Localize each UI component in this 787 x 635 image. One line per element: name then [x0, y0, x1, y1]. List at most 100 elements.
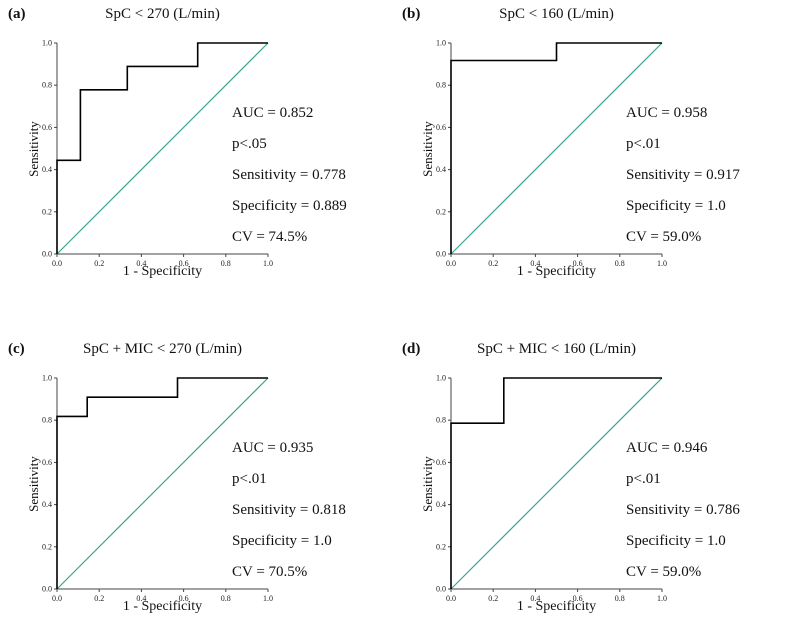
x-tick-label: 0.8 [615, 594, 625, 603]
x-tick-label: 0.0 [52, 259, 62, 268]
stat-sensitivity: Sensitivity = 0.917 [626, 167, 740, 183]
roc-panel-c: (c) SpC + MIC < 270 (L/min) Sensitivity … [0, 335, 393, 635]
stat-cv: CV = 70.5% [232, 564, 308, 580]
stat-pvalue: p<.01 [626, 136, 661, 152]
stat-cv: CV = 74.5% [232, 229, 308, 245]
stat-auc: AUC = 0.958 [626, 105, 708, 121]
y-tick-label: 0.6 [42, 123, 52, 132]
stat-sensitivity: Sensitivity = 0.786 [626, 502, 740, 518]
roc-plot: 0.0 0.2 0.4 0.6 0.8 1.0 0.0 0.2 0.4 0.6 0.8 1.0 [42, 39, 273, 269]
stat-auc: AUC = 0.935 [232, 440, 314, 456]
y-tick-label: 1.0 [42, 39, 52, 48]
stat-specificity: Specificity = 0.889 [232, 198, 347, 214]
x-tick-label: 0.2 [94, 259, 104, 268]
x-tick-label: 0.6 [573, 259, 583, 268]
x-tick-label: 1.0 [657, 259, 667, 268]
panel-title: SpC < 160 (L/min) [499, 6, 614, 22]
y-tick-label: 0.6 [436, 458, 446, 467]
roc-plot: 0.0 0.2 0.4 0.6 0.8 1.0 0.0 0.2 0.4 0.6 0.8 1.0 [436, 374, 667, 604]
x-tick-label: 0.2 [488, 594, 498, 603]
stat-pvalue: p<.01 [626, 471, 661, 487]
stat-auc: AUC = 0.852 [232, 105, 314, 121]
y-tick-label: 0.8 [42, 416, 52, 425]
y-tick-label: 0.2 [42, 542, 52, 551]
roc-curve [450, 377, 662, 589]
stat-sensitivity: Sensitivity = 0.778 [232, 167, 346, 183]
x-tick-label: 0.6 [179, 259, 189, 268]
panel-title: SpC + MIC < 160 (L/min) [476, 341, 636, 357]
stat-specificity: Specificity = 1.0 [232, 533, 332, 549]
roc-plot: 0.0 0.2 0.4 0.6 0.8 1.0 0.0 0.2 0.4 0.6 0.8 1.0 [42, 374, 273, 604]
reference-line [450, 42, 663, 255]
x-tick-label: 0.2 [94, 594, 104, 603]
panel-label: (a) [8, 6, 26, 22]
y-tick-label: 0.4 [42, 500, 52, 509]
x-axis-label: 1 - Specificity [122, 264, 203, 279]
y-tick-label: 0.8 [42, 81, 52, 90]
y-tick-label: 1.0 [436, 39, 446, 48]
panel-label: (c) [8, 341, 25, 357]
x-tick-label: 0.8 [221, 259, 231, 268]
panel-title: SpC + MIC < 270 (L/min) [82, 341, 242, 357]
roc-curve [56, 42, 268, 254]
x-tick-label: 0.4 [136, 259, 146, 268]
panel-title: SpC < 270 (L/min) [105, 6, 220, 22]
x-tick-label: 0.0 [446, 594, 456, 603]
stat-pvalue: p<.05 [232, 136, 267, 152]
y-tick-label: 0.4 [42, 165, 52, 174]
y-tick-label: 0.0 [436, 585, 446, 594]
stats-block: AUC = 0.946 p<.01 Sensitivity = 0.786 Sp… [626, 433, 740, 588]
y-tick-label: 0.2 [436, 207, 446, 216]
reference-line [450, 377, 663, 590]
x-tick-label: 0.6 [573, 594, 583, 603]
stat-sensitivity: Sensitivity = 0.818 [232, 502, 346, 518]
x-axis-label: 1 - Specificity [122, 599, 203, 614]
y-tick-label: 0.0 [42, 250, 52, 259]
x-tick-label: 0.0 [446, 259, 456, 268]
y-tick-label: 1.0 [436, 374, 446, 383]
stats-block: AUC = 0.935 p<.01 Sensitivity = 0.818 Sp… [232, 433, 346, 588]
y-tick-label: 0.0 [42, 585, 52, 594]
y-tick-label: 0.8 [436, 81, 446, 90]
x-tick-label: 0.0 [52, 594, 62, 603]
roc-panel-d: (d) SpC + MIC < 160 (L/min) Sensitivity … [394, 335, 787, 635]
y-tick-label: 0.2 [42, 207, 52, 216]
roc-panel-b: (b) SpC < 160 (L/min) Sensitivity 0.0 0.2… [394, 0, 787, 300]
stat-auc: AUC = 0.946 [626, 440, 708, 456]
stat-specificity: Specificity = 1.0 [626, 198, 726, 214]
stat-pvalue: p<.01 [232, 471, 267, 487]
x-tick-label: 0.6 [179, 594, 189, 603]
y-tick-label: 0.4 [436, 165, 446, 174]
reference-line [56, 42, 269, 255]
roc-curve [56, 377, 268, 589]
stat-cv: CV = 59.0% [626, 229, 702, 245]
x-tick-label: 1.0 [263, 594, 273, 603]
x-tick-label: 0.4 [136, 594, 146, 603]
roc-curve [450, 42, 662, 254]
roc-plot: 0.0 0.2 0.4 0.6 0.8 1.0 0.0 0.2 0.4 0.6 0.8 1.0 [436, 39, 667, 269]
y-tick-label: 0.2 [436, 542, 446, 551]
x-tick-label: 0.8 [221, 594, 231, 603]
panel-label: (b) [402, 6, 421, 22]
y-tick-label: 0.0 [436, 250, 446, 259]
panel-label: (d) [402, 341, 421, 357]
stat-cv: CV = 59.0% [626, 564, 702, 580]
x-tick-label: 1.0 [657, 594, 667, 603]
reference-line [56, 377, 269, 590]
roc-panel-a: (a) SpC < 270 (L/min) Sensitivity 0.0 0.2… [0, 0, 393, 300]
x-tick-label: 0.8 [615, 259, 625, 268]
stat-specificity: Specificity = 1.0 [626, 533, 726, 549]
x-tick-label: 1.0 [263, 259, 273, 268]
y-tick-label: 1.0 [42, 374, 52, 383]
stats-block: AUC = 0.852 p<.05 Sensitivity = 0.778 Sp… [232, 98, 347, 253]
x-tick-label: 0.4 [530, 594, 540, 603]
y-tick-label: 0.8 [436, 416, 446, 425]
stats-block: AUC = 0.958 p<.01 Sensitivity = 0.917 Sp… [626, 98, 740, 253]
x-axis-label: 1 - Specificity [516, 599, 597, 614]
y-tick-label: 0.6 [42, 458, 52, 467]
y-tick-label: 0.6 [436, 123, 446, 132]
x-tick-label: 0.2 [488, 259, 498, 268]
x-axis-label: 1 - Specificity [516, 264, 597, 279]
y-tick-label: 0.4 [436, 500, 446, 509]
